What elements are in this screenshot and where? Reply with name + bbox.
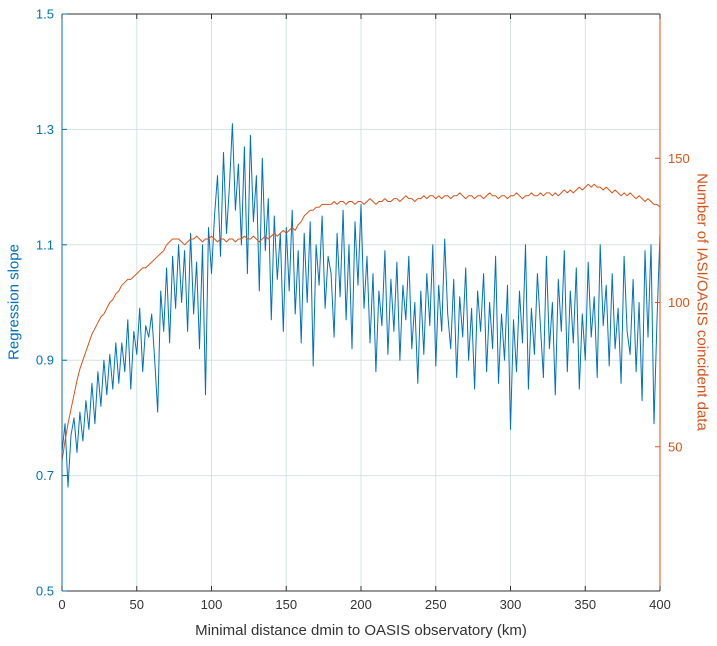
svg-text:1.3: 1.3 — [36, 122, 54, 137]
y-axis-label-left: Regression slope — [5, 244, 23, 360]
y-axis-label-right: Number of IASI/OASIS coincident data — [693, 173, 711, 431]
series-line-left — [61, 123, 661, 488]
svg-text:100: 100 — [668, 295, 690, 310]
svg-text:0.5: 0.5 — [36, 584, 54, 599]
svg-text:0.7: 0.7 — [36, 468, 54, 483]
series-line-right — [61, 183, 661, 462]
svg-text:1.1: 1.1 — [36, 237, 54, 252]
svg-text:300: 300 — [500, 597, 522, 612]
svg-text:150: 150 — [275, 597, 297, 612]
svg-text:350: 350 — [574, 597, 596, 612]
svg-text:50: 50 — [668, 439, 682, 454]
svg-text:250: 250 — [425, 597, 447, 612]
series-layer — [61, 123, 661, 488]
svg-text:0: 0 — [58, 597, 65, 612]
svg-text:50: 50 — [130, 597, 144, 612]
grid-layer — [61, 13, 661, 592]
svg-text:100: 100 — [201, 597, 223, 612]
svg-text:0.9: 0.9 — [36, 353, 54, 368]
svg-text:1.5: 1.5 — [36, 7, 54, 22]
svg-text:150: 150 — [668, 151, 690, 166]
svg-text:400: 400 — [649, 597, 671, 612]
tick-layer: 0 50 100 150 200 250 300 350 400 0.5 0.7 0.9 1.1 1.3 1… — [36, 7, 690, 613]
x-axis-label: Minimal distance dmin to OASIS observato… — [195, 622, 527, 639]
svg-text:200: 200 — [350, 597, 372, 612]
